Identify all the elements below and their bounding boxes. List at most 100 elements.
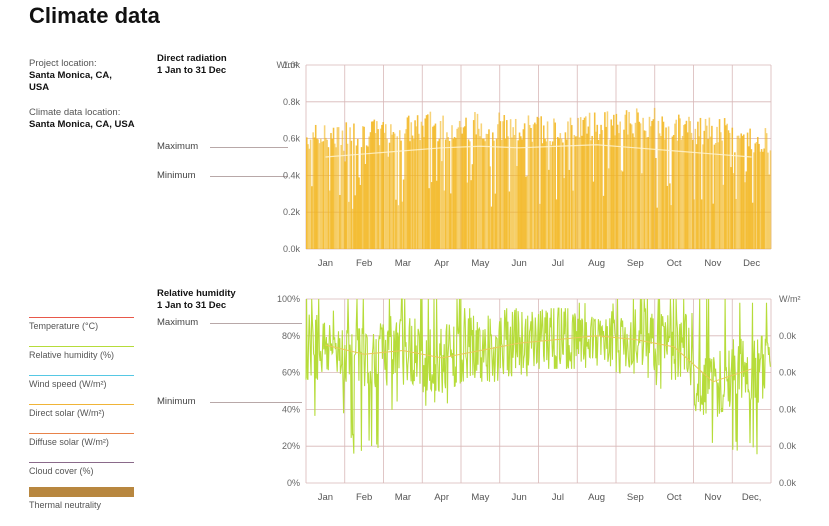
radiation-bar <box>341 130 344 249</box>
radiation-bar <box>711 125 713 249</box>
radiation-bar <box>754 143 757 249</box>
radiation-bar <box>535 124 537 249</box>
radiation-bar <box>678 114 680 249</box>
radiation-bar <box>346 143 349 249</box>
radiation-bar <box>554 122 556 249</box>
radiation-maximum-label: Maximum <box>157 141 199 152</box>
radiation-bar <box>588 112 591 249</box>
radiation-bar <box>477 128 480 249</box>
climate-location-label: Climate data location: <box>29 107 121 118</box>
radiation-bar <box>740 133 742 249</box>
radiation-bar <box>666 185 669 249</box>
radiation-bar <box>703 130 706 249</box>
radiation-bar <box>727 130 730 249</box>
radiation-bar <box>457 127 460 249</box>
radiation-bar <box>720 132 722 249</box>
radiation-bar <box>714 142 717 249</box>
radiation-bar <box>623 129 625 249</box>
radiation-bar <box>500 139 503 249</box>
radiation-bar <box>609 139 611 249</box>
legend-label: Direct solar (W/m²) <box>29 408 105 418</box>
radiation-bar <box>758 143 760 249</box>
radiation-bar <box>551 141 554 249</box>
radiation-bar <box>432 126 434 249</box>
radiation-bar <box>416 115 419 250</box>
radiation-bar <box>435 180 438 249</box>
radiation-bar <box>414 120 416 250</box>
y-tick-label: 0.0k <box>283 244 301 254</box>
radiation-bar <box>373 119 376 249</box>
radiation-bar <box>407 115 410 249</box>
radiation-bar <box>447 137 449 249</box>
radiation-bar <box>378 145 381 249</box>
radiation-bar <box>722 184 725 249</box>
radiation-bar <box>458 120 461 249</box>
radiation-bar <box>521 139 523 249</box>
x-tick-label: Dec, <box>742 492 762 503</box>
radiation-series <box>306 107 772 250</box>
radiation-bar <box>323 125 326 249</box>
radiation-bar <box>409 141 411 249</box>
legend-swatch <box>29 375 134 376</box>
radiation-bar <box>476 113 479 249</box>
x-tick-label: Sep <box>627 492 644 503</box>
radiation-bar <box>721 140 723 249</box>
radiation-maximum-line <box>210 147 288 148</box>
radiation-bar <box>525 176 527 249</box>
radiation-bar <box>471 164 474 249</box>
radiation-bar <box>592 181 595 249</box>
radiation-bar <box>567 121 569 249</box>
radiation-bar <box>586 133 588 249</box>
radiation-bar <box>680 139 683 249</box>
radiation-bar <box>327 147 330 249</box>
x-tick-label: Mar <box>395 492 411 503</box>
x-tick-label: Jun <box>511 492 526 503</box>
radiation-bar <box>465 117 467 249</box>
radiation-bar <box>573 134 576 249</box>
radiation-bar <box>683 125 685 249</box>
radiation-bar <box>656 207 658 249</box>
radiation-bar <box>577 117 579 250</box>
radiation-bar <box>642 117 644 249</box>
radiation-bar <box>460 127 462 249</box>
radiation-bar <box>400 140 402 249</box>
radiation-bar <box>671 136 674 249</box>
radiation-bar <box>684 124 686 249</box>
radiation-bar <box>542 125 545 249</box>
y-tick-label: 0.8k <box>283 97 301 107</box>
radiation-bar <box>441 161 443 249</box>
radiation-bar <box>317 139 320 249</box>
radiation-bar <box>709 136 712 249</box>
legend-item: Temperature (°C) <box>29 317 134 331</box>
radiation-bar <box>641 173 643 249</box>
radiation-bar <box>742 134 745 249</box>
radiation-bar <box>655 157 657 249</box>
humidity-series <box>305 298 771 455</box>
x-tick-label: Jan <box>318 258 333 269</box>
radiation-bar <box>498 112 500 250</box>
radiation-bar <box>572 190 574 249</box>
radiation-bar <box>596 124 599 249</box>
radiation-bar <box>325 137 327 249</box>
radiation-bar <box>358 177 360 249</box>
y-tick-label: 0.6k <box>283 134 301 144</box>
radiation-bar <box>741 135 744 249</box>
radiation-bar <box>660 136 662 249</box>
radiation-bar <box>462 127 465 249</box>
radiation-bar <box>672 134 675 249</box>
radiation-bar <box>472 120 475 249</box>
x-tick-label: Jul <box>552 258 564 269</box>
radiation-bar <box>518 132 521 249</box>
radiation-bar <box>658 133 661 249</box>
radiation-bar <box>391 134 393 249</box>
radiation-bar <box>330 133 332 249</box>
radiation-bar <box>353 123 355 249</box>
radiation-bar <box>356 138 359 249</box>
radiation-bar <box>647 137 649 249</box>
radiation-bar <box>578 137 581 249</box>
radiation-bar <box>707 138 709 249</box>
radiation-bar <box>670 205 672 249</box>
radiation-bar <box>629 123 632 249</box>
radiation-bar <box>534 122 536 249</box>
radiation-bar <box>443 190 446 249</box>
